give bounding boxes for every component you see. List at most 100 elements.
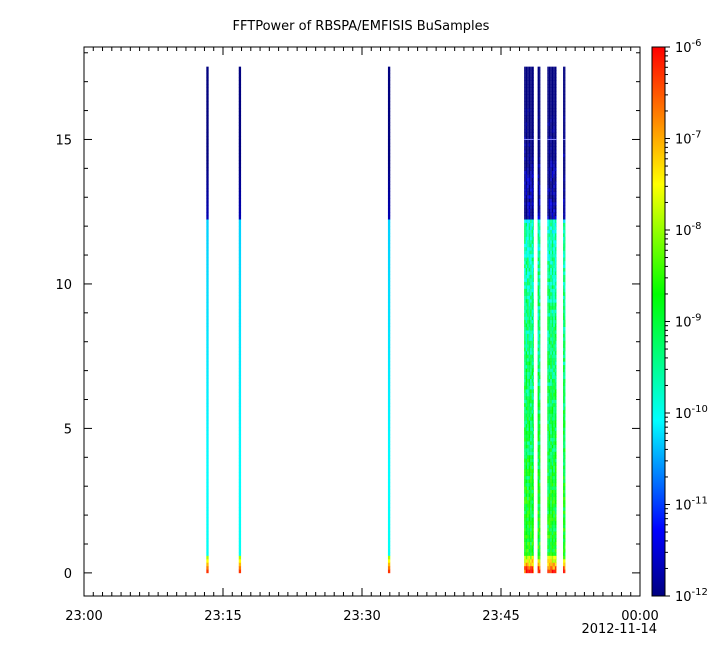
- spectrogram-cell: [533, 212, 534, 217]
- spectrogram-cell: [527, 461, 529, 466]
- spectrogram-cell: [525, 111, 528, 116]
- spectrogram-cell: [539, 160, 541, 165]
- spectrogram-cell: [206, 222, 209, 227]
- spectrogram-cell: [537, 319, 540, 324]
- spectrogram-cell: [550, 274, 552, 279]
- spectrogram-cell: [537, 489, 540, 494]
- spectrogram-cell: [550, 565, 552, 570]
- spectrogram-cell: [533, 323, 534, 328]
- spectrogram-cell: [564, 285, 566, 289]
- spectrogram-cell: [533, 312, 534, 317]
- spectrogram-cell: [553, 364, 555, 369]
- spectrogram-cell: [387, 378, 391, 383]
- spectrogram-cell: [524, 260, 526, 265]
- spectrogram-cell: [564, 97, 566, 102]
- spectrogram-cell: [550, 520, 552, 525]
- spectrogram-cell: [528, 330, 531, 334]
- spectrogram-cell: [553, 357, 555, 362]
- spectrogram-cell: [528, 160, 531, 165]
- spectrogram-cell: [525, 274, 528, 279]
- spectrogram-cell: [530, 87, 532, 92]
- spectrogram-cell: [563, 524, 565, 529]
- spectrogram-cell: [238, 174, 242, 178]
- spectrogram-cell: [527, 520, 529, 525]
- spectrogram-cell: [528, 188, 531, 192]
- spectrogram-cell: [527, 115, 529, 119]
- spectrogram-cell: [547, 392, 549, 397]
- spectrogram-cell: [563, 250, 565, 255]
- spectrogram-cell: [554, 441, 557, 445]
- spectrogram-cell: [238, 524, 242, 529]
- spectrogram-cell: [528, 420, 531, 425]
- spectrogram-cell: [553, 267, 555, 272]
- spectrogram-cell: [564, 312, 566, 317]
- spectrogram-cell: [528, 472, 531, 477]
- spectrogram-cell: [527, 350, 529, 355]
- spectrogram-cell: [564, 181, 566, 185]
- spectrogram-cell: [533, 520, 534, 525]
- spectrogram-cell: [527, 330, 529, 334]
- spectrogram-cell: [551, 115, 554, 119]
- spectrogram-cell: [539, 184, 541, 189]
- spectrogram-cell: [539, 448, 541, 452]
- spectrogram-cell: [564, 319, 566, 324]
- spectrogram-cell: [525, 305, 528, 310]
- spectrogram-cell: [563, 555, 565, 560]
- colorbar-tick-label: 10-6: [675, 38, 702, 56]
- spectrogram-cell: [528, 534, 531, 539]
- spectrogram-cell: [553, 479, 555, 484]
- spectrogram-cell: [238, 444, 242, 449]
- spectrogram-cell: [551, 441, 554, 445]
- spectrogram-cell: [539, 80, 541, 85]
- spectrogram-cell: [563, 309, 565, 314]
- spectrogram-cell: [531, 305, 534, 310]
- spectrogram-cell: [524, 132, 526, 137]
- spectrogram-cell: [525, 135, 528, 140]
- spectrogram-cell: [527, 427, 529, 432]
- spectrogram-cell: [539, 406, 541, 411]
- spectrogram-cell: [525, 146, 528, 151]
- spectrogram-cell: [548, 437, 551, 442]
- spectrogram-cell: [537, 375, 540, 380]
- spectrogram-cell: [533, 73, 534, 78]
- spectrogram-cell: [563, 174, 565, 178]
- spectrogram-cell: [547, 423, 549, 428]
- spectrogram-cell: [537, 486, 540, 490]
- spectrogram-cell: [550, 94, 552, 99]
- spectrogram-cell: [564, 229, 566, 234]
- spectrogram-cell: [539, 142, 541, 147]
- spectrogram-cell: [387, 486, 391, 490]
- spectrogram-cell: [387, 219, 391, 223]
- spectrogram-cell: [548, 493, 551, 497]
- spectrogram-cell: [524, 531, 526, 536]
- spectrogram-cell: [564, 350, 566, 355]
- spectrogram-cell: [206, 139, 209, 144]
- spectrogram-cell: [551, 243, 554, 248]
- spectrogram-cell: [548, 194, 551, 199]
- spectrogram-cell: [548, 87, 551, 92]
- spectrogram-cell: [387, 559, 391, 563]
- spectrogram-cell: [206, 333, 209, 338]
- spectrogram-cell: [537, 188, 540, 192]
- spectrogram-cell: [530, 361, 532, 366]
- spectrogram-cell: [387, 215, 391, 220]
- spectrogram-cell: [551, 392, 554, 397]
- spectrogram-cell: [533, 305, 534, 310]
- spectrogram-cell: [537, 73, 540, 78]
- spectrogram-cell: [554, 350, 557, 355]
- spectrogram-cell: [528, 399, 531, 404]
- spectrogram-cell: [554, 198, 557, 203]
- spectrogram-cell: [563, 392, 565, 397]
- spectrogram-cell: [550, 288, 552, 293]
- spectrogram-cell: [547, 465, 549, 470]
- spectrogram-cell: [564, 347, 566, 352]
- spectrogram-cell: [550, 461, 552, 466]
- spectrogram-cell: [563, 184, 565, 189]
- spectrogram-cell: [238, 427, 242, 432]
- spectrogram-cell: [554, 184, 557, 189]
- spectrogram-cell: [548, 292, 551, 296]
- spectrogram-cell: [525, 257, 528, 262]
- spectrogram-cell: [530, 461, 532, 466]
- spectrogram-cell: [533, 486, 534, 490]
- spectrogram-cell: [387, 569, 391, 574]
